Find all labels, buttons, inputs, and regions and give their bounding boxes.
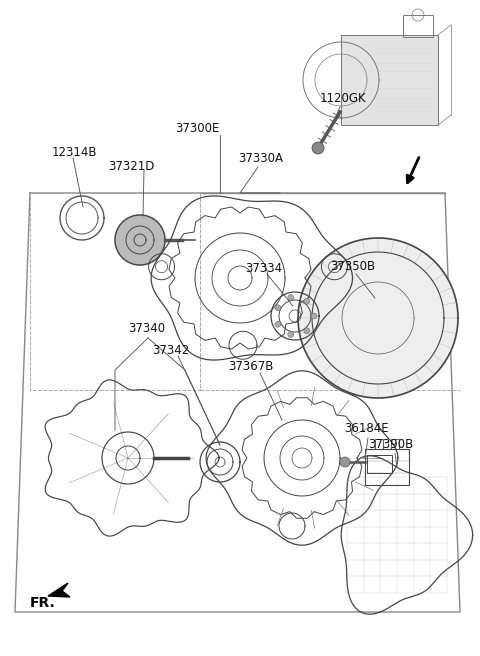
Text: 37390B: 37390B <box>368 438 413 451</box>
Polygon shape <box>48 583 70 597</box>
Bar <box>365 449 409 485</box>
Circle shape <box>275 305 281 311</box>
Bar <box>367 455 392 473</box>
Circle shape <box>288 331 294 338</box>
Text: 12314B: 12314B <box>52 146 97 159</box>
Text: 37321D: 37321D <box>108 159 155 173</box>
Bar <box>391 439 399 449</box>
Text: FR.: FR. <box>30 596 56 610</box>
Text: 1120GK: 1120GK <box>320 91 367 104</box>
Text: 37367B: 37367B <box>228 361 274 373</box>
Circle shape <box>311 313 317 319</box>
Circle shape <box>275 321 281 327</box>
Circle shape <box>288 295 294 300</box>
Text: 37342: 37342 <box>152 344 189 356</box>
Circle shape <box>340 457 350 467</box>
Text: 37334: 37334 <box>245 262 282 274</box>
Bar <box>375 439 383 449</box>
Text: 36184E: 36184E <box>344 422 389 434</box>
Text: 37340: 37340 <box>128 321 165 335</box>
Text: 37300E: 37300E <box>175 121 219 134</box>
Ellipse shape <box>115 215 165 265</box>
Bar <box>403 15 433 37</box>
Text: 37350B: 37350B <box>330 260 375 272</box>
Text: 37330A: 37330A <box>238 152 283 165</box>
Polygon shape <box>341 35 438 125</box>
Circle shape <box>312 142 324 154</box>
Circle shape <box>304 328 310 334</box>
Circle shape <box>304 298 310 304</box>
Ellipse shape <box>298 238 458 398</box>
